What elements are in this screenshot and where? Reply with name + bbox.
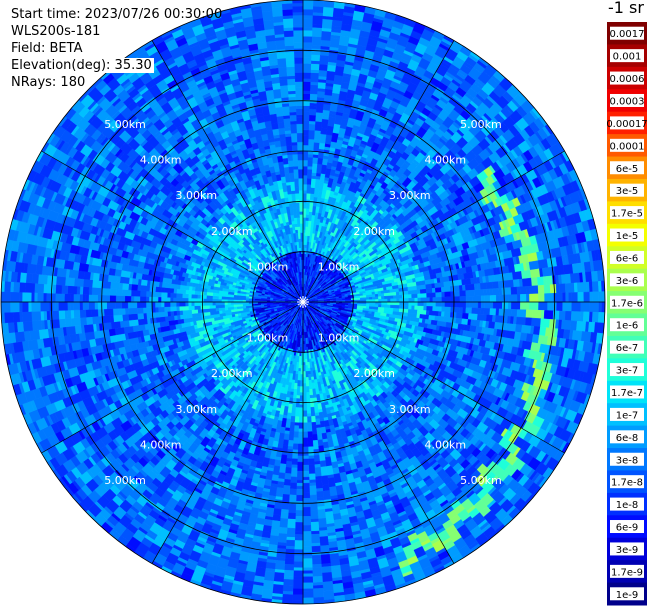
colorbar-label-bg [610,228,644,242]
range-label: 4.00km [140,438,182,451]
range-labels: 1.00km 1.00km 1.00km 1.00km 2.00km 2.00km 2.00… [104,118,501,487]
spoke-120 [302,301,565,454]
colorbar-label-bg [610,49,644,63]
colorbar-label-bg [610,542,644,556]
range-label: 5.00km [460,118,502,131]
range-label: 3.00km [175,189,217,202]
range-label: 1.00km [247,332,289,345]
colorbar-label: 1.7e-5 [611,209,643,220]
colorbar-label-bg [610,273,644,287]
spoke-150 [302,301,455,564]
colorbar-label-bg [610,93,644,107]
colorbar-label-bg [610,363,644,377]
colorbar-label: 0.0017 [610,29,645,40]
range-label: 3.00km [389,403,431,416]
range-label: 4.00km [425,154,467,167]
device-name: WLS200s-181 [11,24,101,39]
colorbar-title: -1 sr [608,0,644,17]
range-label: 5.00km [460,474,502,487]
azimuth-spokes [1,0,605,604]
colorbar-label: 3e-5 [616,186,639,197]
colorbar-label: 1e-8 [616,500,639,511]
colorbar-label: 0.0003 [610,96,645,107]
colorbar-label: 1.7e-7 [611,388,643,399]
colorbar-label: 1e-7 [616,410,639,421]
colorbar-label-bg [610,26,644,40]
elevation: Elevation(deg): 35.30 [11,58,154,73]
beta-field [0,0,606,605]
colorbar-label-bg [610,250,644,264]
colorbar-label: 3e-7 [616,366,639,377]
center-marker [297,296,309,308]
colorbar-label-bg [610,206,644,220]
colorbar-label-bg [610,407,644,421]
spoke-240 [41,301,304,454]
range-label: 1.00km [247,260,289,273]
start-time: Start time: 2023/07/26 00:30:00 [11,7,223,22]
spoke-60 [302,150,565,303]
spoke-30 [302,40,455,303]
range-label: 4.00km [140,154,182,167]
spoke-210 [151,301,304,564]
range-label: 1.00km [318,260,360,273]
colorbar-label: 6e-7 [616,343,639,354]
colorbar-label-bg [610,183,644,197]
field-name: Field: BETA [11,41,83,56]
colorbar-label: 1e-9 [616,590,639,601]
colorbar-label-bg [610,452,644,466]
colorbar-label: 3e-6 [616,276,639,287]
colorbar-label: 6e-9 [616,523,639,534]
range-label: 2.00km [211,367,253,380]
colorbar-label-bg [610,587,644,601]
colorbar-label-bg [610,71,644,85]
spoke-330 [151,40,304,303]
range-label: 4.00km [425,438,467,451]
colorbar-label: 6e-6 [616,253,639,264]
nrays: NRays: 180 [11,75,86,90]
colorbar-label-bg [610,385,644,399]
colorbar-label-bg [610,340,644,354]
colorbar-label: 1e-5 [616,231,639,242]
colorbar-label-bg [610,520,644,534]
colorbar-label: 6e-5 [616,164,639,175]
range-label: 5.00km [104,474,146,487]
range-label: 5.00km [104,118,146,131]
info-panel: Start time: 2023/07/26 00:30:00 WLS200s-… [11,6,222,91]
colorbar-label-bg [610,430,644,444]
range-label: 3.00km [175,403,217,416]
colorbar-label-bg [610,564,644,578]
spoke-300 [41,150,304,303]
colorbar-label: 6e-8 [616,433,639,444]
range-label: 2.00km [353,367,395,380]
colorbar-label: 3e-8 [616,455,639,466]
colorbar-label-bg [610,161,644,175]
colorbar-label: 3e-9 [616,545,639,556]
range-label: 1.00km [318,332,360,345]
colorbar-label: 0.0001 [610,141,645,152]
colorbar-label: 1.7e-8 [611,478,643,489]
colorbar-label: 0.00017 [606,119,647,130]
colorbar-label-bg [610,318,644,332]
colorbar-label-bg [610,295,644,309]
colorbar-label: 0.001 [613,52,642,63]
colorbar-label: 1.7e-9 [611,567,643,578]
colorbar-label-bg [610,138,644,152]
colorbar-label-bg [610,475,644,489]
colorbar-label-bg [610,497,644,511]
colorbar-label: 1e-6 [616,321,639,332]
colorbar-label: 0.0006 [610,74,645,85]
range-label: 2.00km [211,225,253,238]
range-label: 2.00km [353,225,395,238]
colorbar-label: 1.7e-6 [611,298,643,309]
colorbar-label-bg [610,116,644,130]
range-label: 3.00km [389,189,431,202]
